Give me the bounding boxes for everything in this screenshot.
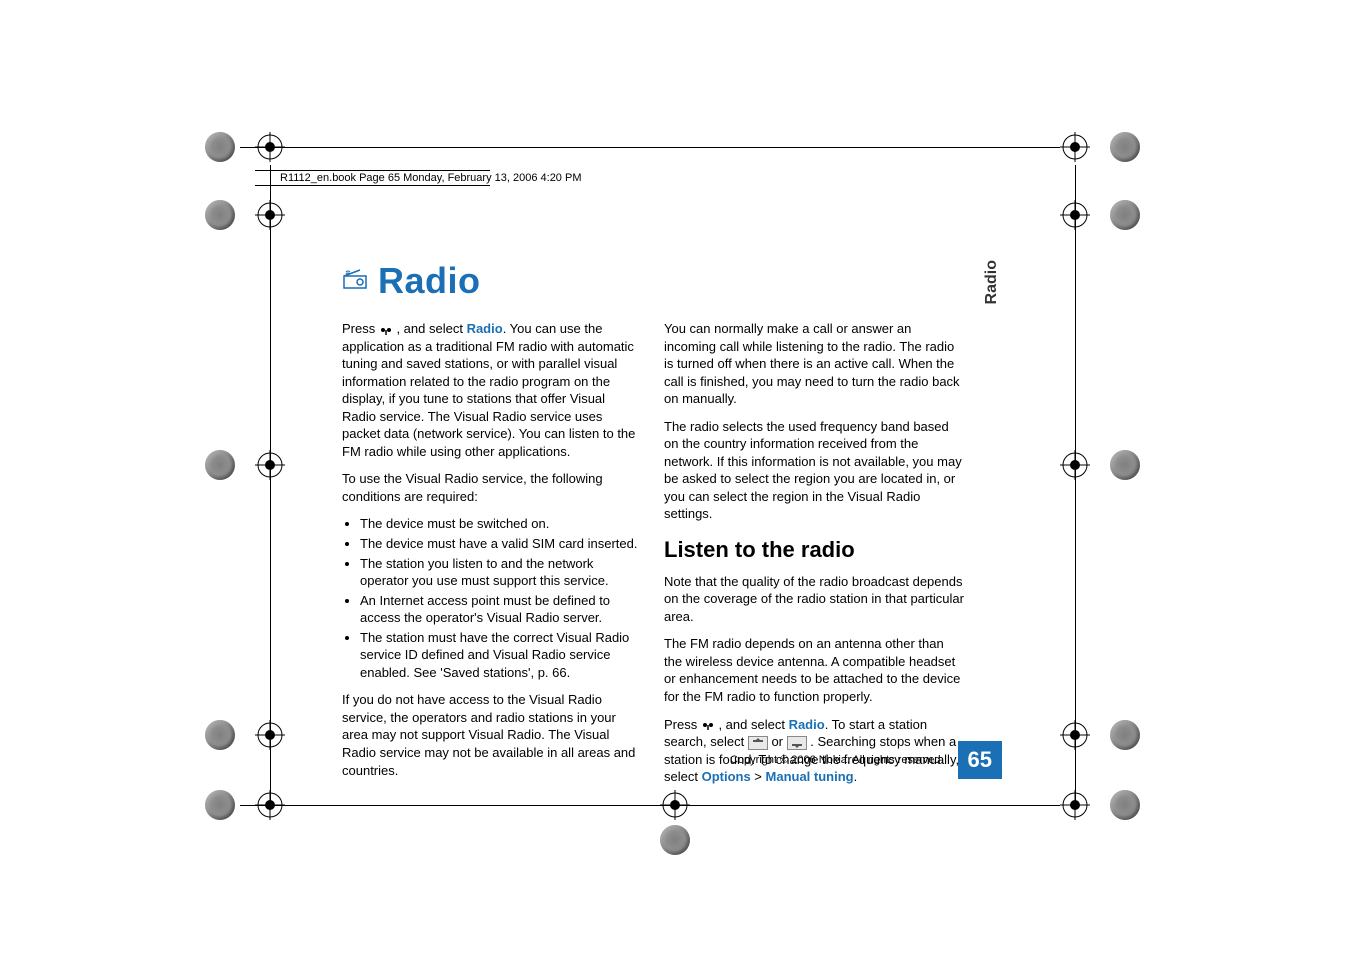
paragraph: Press , and select Radio. You can use th… bbox=[342, 320, 642, 460]
page-footer: Copyright © 2006 Nokia. All rights reser… bbox=[342, 741, 1002, 779]
page-content: Radio Press , and select Radio. You can … bbox=[342, 260, 1002, 796]
list-item: The device must be switched on. bbox=[360, 515, 642, 533]
list-item: The device must have a valid SIM card in… bbox=[360, 535, 642, 553]
list-item: An Internet access point must be defined… bbox=[360, 592, 642, 627]
left-column: Press , and select Radio. You can use th… bbox=[342, 320, 642, 796]
paragraph: Note that the quality of the radio broad… bbox=[664, 573, 964, 626]
copyright-text: Copyright © 2006 Nokia. All rights reser… bbox=[730, 754, 944, 766]
right-column: You can normally make a call or answer a… bbox=[664, 320, 964, 796]
paragraph: The FM radio depends on an antenna other… bbox=[664, 635, 964, 705]
radio-section-icon bbox=[342, 268, 368, 295]
book-header: R1112_en.book Page 65 Monday, February 1… bbox=[280, 172, 581, 184]
page-title: Radio bbox=[378, 260, 481, 302]
list-item: The station must have the correct Visual… bbox=[360, 629, 642, 682]
requirements-list: The device must be switched on. The devi… bbox=[342, 515, 642, 681]
menu-key-icon bbox=[701, 718, 715, 732]
menu-key-icon bbox=[379, 323, 393, 337]
list-item: The station you listen to and the networ… bbox=[360, 555, 642, 590]
paragraph: You can normally make a call or answer a… bbox=[664, 320, 964, 408]
page-number: 65 bbox=[958, 741, 1002, 779]
paragraph: The radio selects the used frequency ban… bbox=[664, 418, 964, 523]
section-heading: Listen to the radio bbox=[664, 535, 964, 565]
paragraph: To use the Visual Radio service, the fol… bbox=[342, 470, 642, 505]
